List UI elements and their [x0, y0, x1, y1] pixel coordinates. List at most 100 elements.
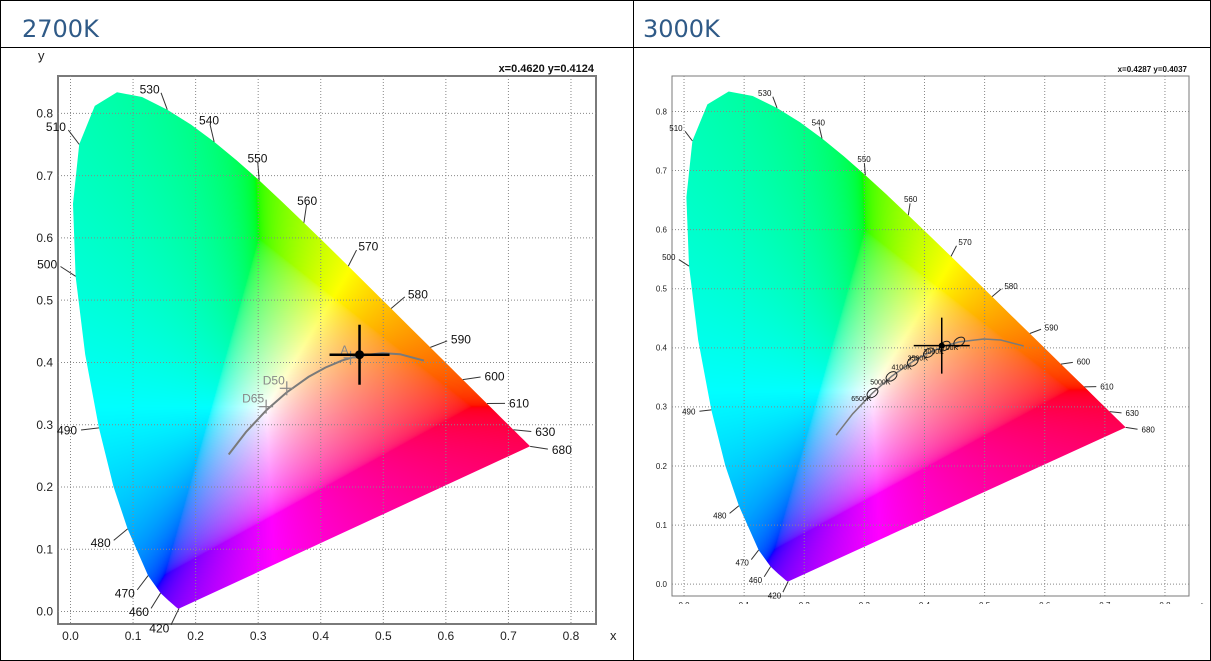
wavelength-tick — [530, 445, 548, 450]
wavelength-label: 610 — [1100, 382, 1114, 391]
reference-point-label: A — [341, 343, 349, 357]
planckian-locus — [227, 352, 425, 456]
wavelength-tick — [80, 427, 99, 431]
y-tick-label: 0.8 — [36, 107, 53, 121]
y-tick-label: 0.3 — [656, 403, 668, 412]
wavelength-label: 490 — [682, 408, 696, 417]
wavelength-tick — [430, 340, 448, 348]
wavelength-label: 680 — [552, 443, 572, 457]
cct-ellipse — [906, 356, 919, 367]
wavelength-tick — [513, 429, 532, 432]
cct-label: 3500K — [908, 356, 929, 363]
wavelength-label: 550 — [857, 155, 871, 164]
y-tick-label: 0.2 — [656, 462, 668, 471]
x-tick-label: 0.8 — [1159, 601, 1171, 604]
wavelength-tick — [1029, 328, 1042, 334]
wavelength-tick — [1125, 426, 1138, 430]
wavelength-label: 460 — [129, 605, 149, 619]
cie-chart-2700k: 0.0 0.1 0.2 0.3 0.4 0.5 0.6 0.7 0.8 0.0 0.1 0.2 0.3 0… — [36, 52, 617, 643]
cct-label: 4100K — [892, 365, 913, 372]
x-tick-label: 0.4 — [312, 629, 329, 643]
wavelength-label: 420 — [768, 592, 782, 601]
wavelength-label: 500 — [662, 253, 676, 262]
x-tick-label: 0.0 — [678, 601, 690, 604]
y-tick-label: 0.5 — [36, 293, 53, 307]
x-tick-label: 0.1 — [739, 601, 751, 604]
y-tick-label: 0.5 — [656, 285, 668, 294]
wavelength-label: 530 — [140, 82, 160, 96]
wavelength-tick — [136, 575, 149, 591]
wavelength-label: 580 — [408, 287, 428, 301]
x-tick-label: 0.3 — [859, 601, 871, 604]
table-header-divider — [0, 47, 1211, 48]
coordinate-readout: x=0.4620 y=0.4124 — [499, 63, 595, 75]
cie-chart-3000k: 0.0 0.1 0.2 0.3 0.4 0.5 0.6 0.7 0.8 0.0 0.1 0.2 0.3 0… — [656, 65, 1204, 604]
wavelength-label: 480 — [91, 536, 111, 550]
wavelength-tick — [257, 162, 260, 181]
y-tick-label: 0.1 — [36, 542, 53, 556]
wavelength-label: 600 — [485, 370, 505, 384]
coordinate-readout: x=0.4287 y=0.4037 — [1118, 65, 1188, 74]
wavelength-tick — [1109, 411, 1122, 414]
wavelength-label: 530 — [758, 89, 772, 98]
y-tick-label: 0.8 — [656, 107, 668, 116]
wavelength-label: 590 — [1045, 324, 1059, 333]
table-border-top — [0, 0, 1211, 1]
cct-label: 6500K — [851, 396, 872, 403]
y-axis-label: y — [38, 52, 45, 63]
x-tick-label: 0.6 — [1039, 601, 1051, 604]
wavelength-tick — [1060, 361, 1073, 365]
wavelength-label: 570 — [958, 238, 972, 247]
wavelength-label: 610 — [509, 396, 529, 410]
y-tick-label: 0.4 — [656, 344, 668, 353]
cct-ellipse — [885, 371, 898, 382]
wavelength-tick — [67, 129, 80, 145]
x-tick-label: 0.5 — [979, 601, 991, 604]
x-tick-label: 0.1 — [125, 629, 142, 643]
wavelength-label: 680 — [1142, 426, 1156, 435]
table-column-divider — [633, 0, 634, 661]
wavelength-label: 540 — [812, 119, 826, 128]
cct-label: 3000K — [924, 349, 945, 356]
wavelength-tick — [684, 131, 693, 142]
wavelength-label: 480 — [713, 512, 727, 521]
x-axis-label: x — [610, 628, 617, 643]
cct-label: 5000K — [870, 379, 891, 386]
x-tick-label: 0.4 — [919, 601, 931, 604]
wavelength-tick — [462, 376, 481, 381]
wavelength-tick — [303, 204, 308, 223]
y-tick-label: 0.6 — [656, 225, 668, 234]
wavelength-label: 490 — [57, 424, 77, 438]
y-tick-label: 0.0 — [36, 605, 53, 619]
x-tick-label: 0.0 — [62, 629, 79, 643]
wavelength-label: 540 — [199, 114, 219, 128]
wavelength-label: 600 — [1077, 358, 1091, 367]
y-tick-label: 0.7 — [36, 169, 53, 183]
wavelength-tick — [150, 592, 162, 609]
wavelength-tick — [991, 288, 1002, 298]
wavelength-label: 470 — [736, 559, 750, 568]
wavelength-tick — [818, 126, 823, 139]
wavelength-tick — [390, 296, 406, 309]
y-tick-label: 0.6 — [36, 231, 53, 245]
wavelength-tick — [750, 549, 760, 560]
x-tick-label: 0.8 — [563, 629, 580, 643]
wavelength-tick — [763, 566, 772, 578]
x-tick-label: 0.3 — [250, 629, 267, 643]
column-heading-2700k: 2700K — [22, 15, 99, 43]
wavelength-tick — [863, 163, 866, 176]
x-tick-label: 0.6 — [438, 629, 455, 643]
wavelength-label: 510 — [669, 124, 683, 133]
cct-ellipse — [866, 387, 879, 399]
wavelength-tick — [347, 249, 357, 267]
wavelength-tick — [950, 245, 957, 257]
wavelength-label: 560 — [904, 195, 918, 204]
wavelength-tick — [907, 203, 911, 216]
wavelength-label: 590 — [451, 333, 471, 347]
measured-point — [938, 342, 945, 349]
y-tick-label: 0.7 — [656, 166, 668, 175]
wavelength-tick — [60, 266, 76, 277]
wavelength-tick — [678, 259, 690, 267]
y-tick-label: 0.2 — [36, 480, 53, 494]
